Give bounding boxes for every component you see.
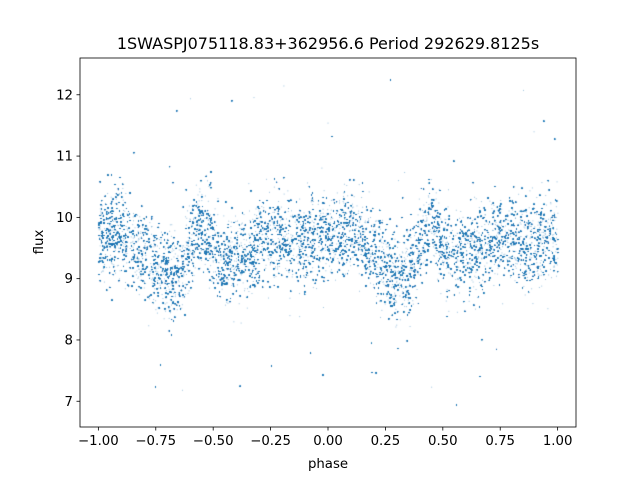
x-tick-label: 0.25 [371,434,401,449]
scatter-points [80,58,576,427]
y-tick-label: 10 [56,211,73,226]
scatter-canvas [80,58,576,427]
y-tick-label: 7 [65,395,73,410]
x-tick-label: −0.25 [250,434,291,449]
y-axis: 7 8 9 10 11 12 [56,88,80,410]
x-tick-label: 0.00 [313,434,343,449]
x-axis: −1.00 −0.75 −0.50 −0.25 0.00 0.25 0.50 0.75 1.00 [78,427,572,449]
y-tick-label: 12 [56,88,73,103]
y-tick-label: 9 [65,272,73,287]
y-tick-label: 11 [56,150,73,165]
y-axis-label: flux [32,230,47,255]
x-tick-label: 1.00 [543,434,573,449]
x-tick-label: −0.75 [135,434,176,449]
x-tick-label: −1.00 [78,434,119,449]
plot-area [80,58,576,427]
x-tick-label: 0.75 [485,434,515,449]
chart-title: 1SWASPJ075118.83+362956.6 Period 292629.… [117,34,539,53]
x-axis-label: phase [308,457,348,472]
y-tick-label: 8 [65,333,73,348]
x-tick-label: −0.50 [193,434,234,449]
x-tick-label: 0.50 [428,434,458,449]
